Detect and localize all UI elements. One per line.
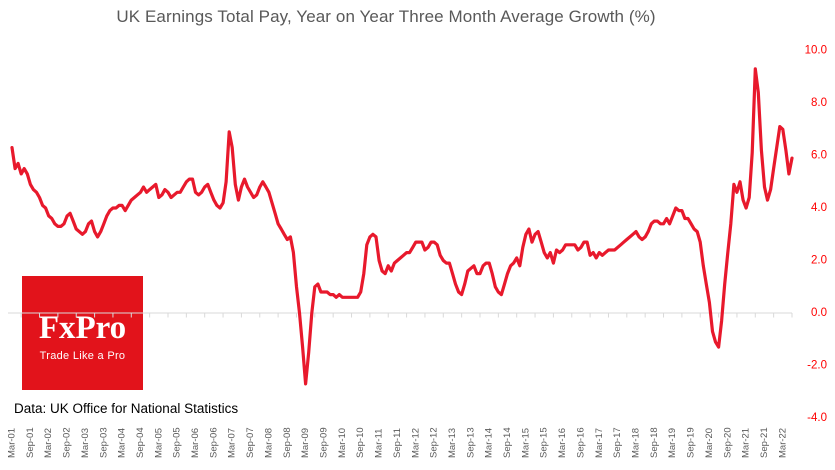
x-axis-label: Sep-01	[25, 427, 36, 458]
x-axis-label: Sep-12	[429, 427, 440, 458]
x-axis-label: Sep-07	[245, 427, 256, 458]
x-axis-label: Sep-04	[135, 427, 146, 458]
x-axis-label: Mar-11	[374, 429, 385, 458]
x-axis-label: Sep-05	[172, 427, 183, 458]
x-axis-label: Mar-04	[117, 428, 128, 458]
x-axis-label: Mar-17	[594, 428, 605, 458]
x-axis-label: Mar-14	[484, 428, 495, 458]
x-axis-label: Sep-10	[355, 427, 366, 458]
y-axis-label: 2.0	[811, 255, 827, 267]
x-axis-label: Sep-17	[612, 427, 623, 458]
fxpro-logo: FxPro Trade Like a Pro	[22, 276, 143, 390]
data-source-note: Data: UK Office for National Statistics	[14, 401, 239, 416]
x-axis-label: Mar-19	[667, 428, 678, 458]
x-axis-label: Sep-21	[759, 427, 770, 458]
y-axis-label: 6.0	[811, 150, 827, 162]
y-axis-label: 10.0	[805, 45, 827, 57]
x-axis-label: Mar-05	[153, 428, 164, 458]
x-axis-label: Sep-06	[208, 427, 219, 458]
chart-title: UK Earnings Total Pay, Year on Year Thre…	[116, 7, 656, 26]
x-axis-label: Mar-12	[410, 428, 421, 458]
x-axis-label: Sep-15	[539, 427, 550, 458]
x-axis-label: Mar-22	[777, 428, 788, 458]
earnings-growth-line	[10, 67, 794, 386]
x-axis-label: Sep-14	[502, 427, 513, 458]
x-axis-label: Mar-03	[80, 428, 91, 458]
x-axis-label: Sep-09	[318, 427, 329, 458]
x-axis-label: Sep-16	[575, 427, 586, 458]
x-axis-label: Mar-20	[704, 428, 715, 458]
x-axis-label: Sep-02	[62, 427, 73, 458]
y-axis-label: 0.0	[811, 307, 827, 319]
x-axis-label: Mar-01	[7, 428, 18, 458]
y-axis-label: -4.0	[807, 412, 827, 424]
x-axis-label: Mar-10	[337, 428, 348, 458]
y-axis-label: 8.0	[811, 97, 827, 109]
x-axis-label: Mar-06	[190, 428, 201, 458]
x-axis-label: Mar-08	[263, 428, 274, 458]
x-axis-label: Mar-21	[741, 428, 752, 458]
x-axis-label: Sep-13	[465, 427, 476, 458]
x-axis-label: Sep-18	[649, 427, 660, 458]
x-axis-label: Mar-13	[447, 428, 458, 458]
fxpro-logo-wordmark: FxPro	[38, 310, 127, 346]
x-axis-label: Mar-16	[557, 428, 568, 458]
y-axis-label: 4.0	[811, 202, 827, 214]
x-axis-label: Mar-02	[43, 428, 54, 458]
x-axis-label: Sep-03	[98, 427, 109, 458]
x-axis-label: Mar-09	[300, 428, 311, 458]
x-axis-label: Mar-15	[520, 428, 531, 458]
x-axis-label: Sep-20	[722, 427, 733, 458]
fxpro-logo-tagline: Trade Like a Pro	[39, 350, 126, 362]
x-axis-label: Sep-08	[282, 427, 293, 458]
y-axis-label: -2.0	[807, 360, 827, 372]
x-axis-label: Mar-18	[630, 428, 641, 458]
x-axis-label: Sep-19	[686, 427, 697, 458]
x-axis-label: Sep-11	[392, 428, 403, 458]
x-axis-label: Mar-07	[227, 428, 238, 458]
